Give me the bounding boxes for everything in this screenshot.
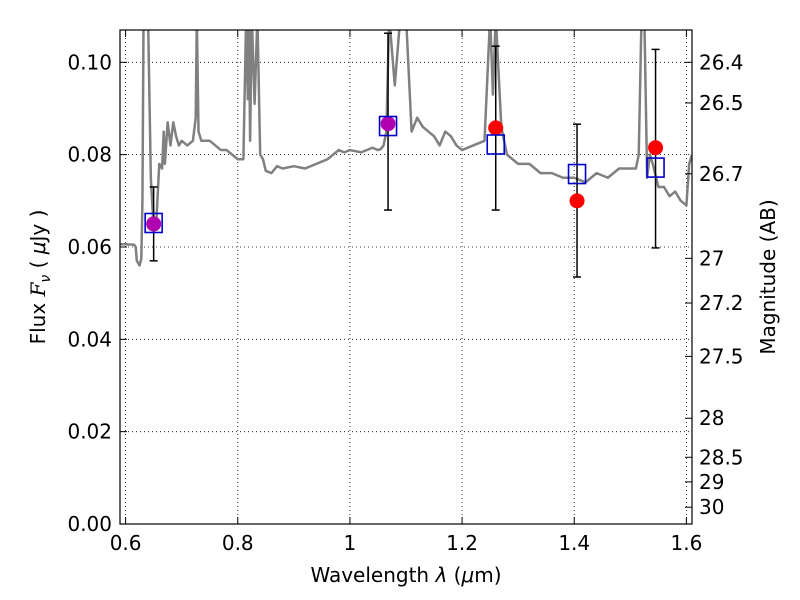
model-photometry-point	[144, 212, 163, 234]
y2-tick-label: 26.4	[699, 50, 744, 74]
model-photometry-point	[567, 163, 587, 185]
y-tick-label: 0.00	[67, 512, 112, 536]
observed-point	[146, 216, 162, 232]
y-tick-label: 0.10	[67, 50, 112, 74]
x-tick-label: 1.4	[558, 531, 590, 555]
observed-point	[380, 116, 396, 132]
y2-tick-label: 28.5	[699, 445, 744, 469]
y2-tick-label: 27.2	[699, 291, 744, 315]
y2-tick-label: 26.5	[699, 91, 744, 115]
x-axis-label: Wavelength λ (μm)	[310, 563, 501, 587]
plot-frame	[119, 29, 693, 525]
x-tick-label: 1.6	[670, 531, 702, 555]
observed-point	[648, 140, 664, 156]
y-axis-label: Flux Fν ( μJy )	[26, 210, 54, 345]
axis-labels: Wavelength λ (μm) Flux Fν ( μJy ) Magnit…	[26, 199, 780, 587]
grid	[120, 30, 692, 525]
data-layer	[120, 30, 692, 267]
x-tick-label: 1.2	[446, 531, 478, 555]
y-tick-label: 0.06	[67, 235, 112, 259]
y2-tick-label: 27	[699, 246, 724, 270]
model-spectrum-line	[120, 30, 692, 267]
model-photometry-point	[646, 157, 665, 178]
x-tick-label: 1	[344, 531, 357, 555]
marker-layer	[144, 32, 665, 278]
y-tick-label: 0.04	[67, 327, 112, 351]
ticks: 0.6 0.8 1 1.2 1.4 1.6 0.00 0.02 0.04 0.06 0.08 0.10…	[67, 30, 744, 555]
y2-tick-label: 30	[699, 495, 724, 519]
model-photometry-point	[378, 115, 398, 137]
model-photometry-point	[486, 134, 506, 155]
x-tick-label: 0.8	[222, 531, 254, 555]
y-tick-label: 0.08	[67, 143, 112, 167]
x-tick-label: 0.6	[110, 531, 142, 555]
y2-tick-label: 26.7	[699, 162, 744, 186]
y2-tick-label: 28	[699, 406, 724, 430]
y-tick-label: 0.02	[67, 420, 112, 444]
y2-tick-label: 29	[699, 470, 724, 494]
y2-tick-label: 27.5	[699, 344, 744, 368]
observed-point	[488, 120, 504, 136]
observed-point	[569, 193, 585, 209]
y2-axis-label: Magnitude (AB)	[756, 199, 780, 354]
